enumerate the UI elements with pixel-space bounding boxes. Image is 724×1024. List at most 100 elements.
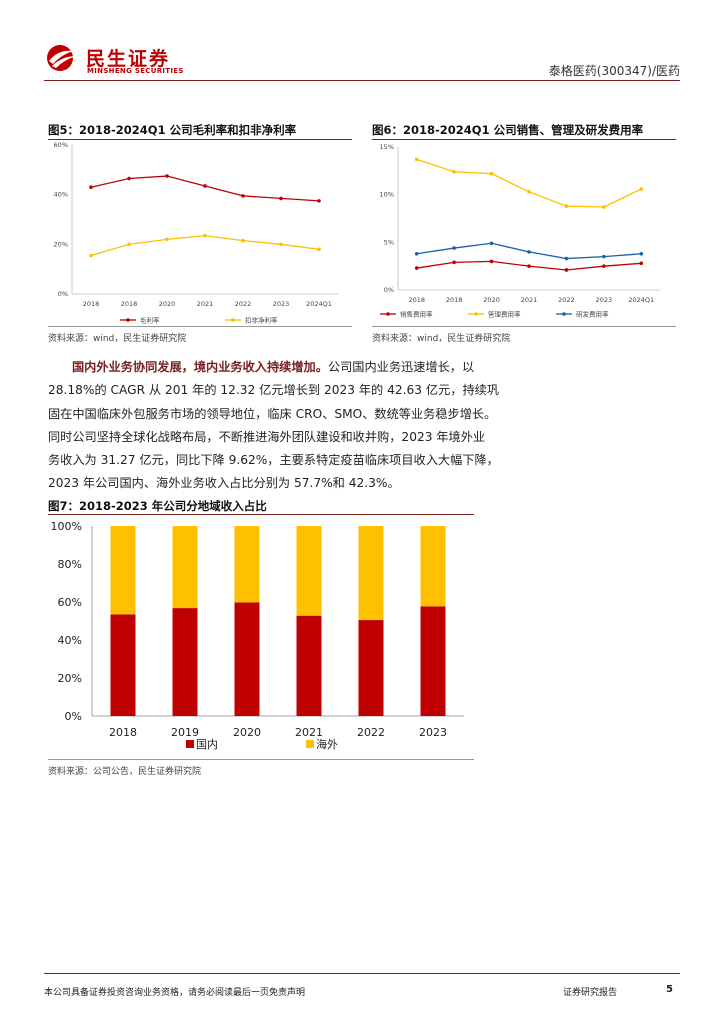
bar-国内-2022: [358, 620, 384, 716]
data-point: [317, 247, 321, 252]
paragraph-line6: 2023 年公司国内、海外业务收入占比分别为 57.7%和 42.3%。: [48, 476, 400, 491]
x-tick-label: 2022: [558, 296, 575, 304]
y-tick-label: 0%: [384, 286, 394, 294]
data-point: [414, 251, 419, 256]
x-tick-label: 2020: [483, 296, 500, 304]
data-point: [489, 241, 494, 246]
body-paragraph: 国内外业务协同发展，境内业务收入持续增加。公司国内业务迅速增长，以 28.18%…: [48, 356, 678, 496]
bar-海外-2023: [420, 526, 446, 607]
figure5-bottom-rule: [48, 326, 352, 327]
data-point: [602, 264, 606, 268]
data-point: [527, 190, 531, 194]
bar-海外-2021: [296, 526, 322, 616]
bar-海外-2019: [172, 526, 198, 609]
x-tick-label: 2021: [197, 300, 214, 308]
y-tick-label: 80%: [58, 558, 82, 571]
data-point: [317, 199, 321, 203]
y-tick-label: 60%: [54, 141, 68, 149]
x-tick-label: 2023: [419, 726, 447, 739]
figure7-title-rule: [48, 514, 474, 515]
figure5-chart: 0% 20% 40% 60% 2018 2018 2020 2021 2022 2023 2024Q…: [54, 141, 338, 325]
figure6-title: 图6：2018-2024Q1 公司销售、管理及研发费用率: [372, 123, 644, 137]
figure6-source: 资料来源：wind，民生证券研究院: [372, 334, 511, 344]
data-point: [639, 261, 644, 266]
y-tick-label: 5%: [384, 238, 394, 246]
data-point: [203, 233, 207, 238]
data-point: [564, 204, 569, 208]
data-point: [414, 266, 419, 270]
x-tick-label: 2018: [446, 296, 463, 304]
data-point: [241, 238, 245, 243]
footer-disclaimer: 本公司具备证券投资咨询业务资格，请务必阅读最后一页免责声明: [44, 988, 306, 998]
data-point: [165, 237, 169, 242]
series-line-扣非净利率: [90, 234, 320, 257]
x-tick-label: 2018: [121, 300, 138, 308]
y-tick-label: 0%: [65, 710, 82, 723]
figure5-title: 图5：2018-2024Q1 公司毛利率和扣非净利率: [48, 123, 297, 137]
data-point: [452, 246, 456, 250]
figure6-bottom-rule: [372, 326, 676, 327]
bar-国内-2021: [296, 615, 322, 716]
company-ticker: 泰格医药(300347)/医药: [548, 64, 680, 78]
page-number: 5: [666, 984, 673, 995]
legend-label: 销售费用率: [400, 310, 433, 319]
legend-label: 海外: [316, 737, 338, 751]
x-tick-label: 2019: [171, 726, 199, 739]
legend-label: 扣非净利率: [245, 316, 278, 325]
data-point: [127, 242, 131, 247]
y-tick-label: 100%: [51, 520, 82, 533]
data-point: [564, 268, 569, 272]
series-line-管理费用率: [416, 158, 642, 208]
data-point: [279, 196, 283, 201]
legend-label: 国内: [196, 737, 218, 751]
paragraph-line4: 同时公司坚持全球化战略布局，不断推进海外团队建设和收并购，2023 年境外业: [48, 429, 486, 444]
data-point: [127, 176, 131, 181]
legend-label: 管理费用率: [488, 310, 521, 319]
y-tick-label: 20%: [58, 672, 82, 685]
x-tick-label: 2024Q1: [306, 300, 332, 308]
x-tick-label: 2018: [408, 296, 425, 304]
x-tick-label: 2023: [273, 300, 290, 308]
data-point: [602, 254, 606, 259]
x-tick-label: 2018: [109, 726, 137, 739]
data-point: [452, 169, 456, 174]
paragraph-lead: 国内外业务协同发展，境内业务收入持续增加。: [72, 360, 328, 374]
data-point: [165, 174, 169, 178]
y-tick-label: 15%: [380, 143, 394, 151]
legend-marker: [474, 312, 478, 316]
paragraph-line1: 公司国内业务迅速增长，以: [327, 360, 475, 374]
legend-label: 研发费用率: [576, 310, 609, 319]
x-tick-label: 2022: [357, 726, 385, 739]
y-tick-label: 60%: [58, 596, 82, 609]
x-tick-label: 2020: [233, 726, 261, 739]
figure7-source: 资料来源：公司公告，民生证券研究院: [48, 767, 202, 777]
legend-label: 毛利率: [140, 316, 160, 325]
header-divider: [44, 80, 680, 81]
bar-国内-2019: [172, 608, 198, 716]
series-line-毛利率: [90, 175, 320, 202]
paragraph-line2: 28.18%的 CAGR 从 201 年的 12.32 亿元增长到 2023 年…: [48, 383, 500, 398]
legend-swatch: [186, 740, 194, 748]
data-point: [639, 251, 644, 256]
paragraph-line5: 务收入为 31.27 亿元，同比下降 9.62%，主要系特定疫苗临床项目收入大幅…: [48, 453, 499, 468]
data-point: [89, 253, 93, 258]
data-point: [452, 260, 456, 265]
figure6-chart: 0% 5% 10% 15% 2018 2018 2020 2021 2022 2023 2024Q1…: [380, 143, 660, 319]
bar-海外-2020: [234, 526, 260, 603]
data-point: [241, 194, 245, 198]
x-tick-label: 2022: [235, 300, 252, 308]
figure7-chart: 0% 20% 40% 60% 80% 100% 2018 2019 2020 2021 2022 20…: [51, 520, 464, 751]
footer-divider: [44, 973, 680, 974]
legend-marker: [231, 318, 235, 322]
x-tick-label: 2023: [596, 296, 613, 304]
x-tick-label: 2020: [159, 300, 176, 308]
x-tick-label: 2018: [83, 300, 100, 308]
legend-swatch: [306, 740, 314, 748]
figure6-title-rule: [372, 139, 676, 140]
data-point: [527, 250, 531, 254]
data-point: [414, 157, 419, 162]
paragraph-line3: 固在中国临床外包服务市场的领导地位，临床 CRO、SMO、数统等业务稳步增长。: [48, 406, 497, 421]
x-tick-label: 2024Q1: [628, 296, 654, 304]
y-tick-label: 20%: [54, 240, 68, 248]
footer-report-type: 证券研究报告: [563, 988, 618, 998]
